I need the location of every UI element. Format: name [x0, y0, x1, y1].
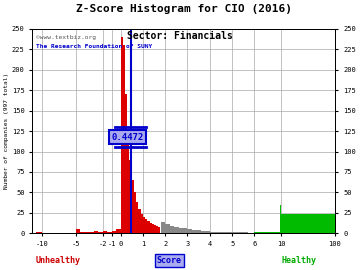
Bar	[223, 232, 228, 233]
Bar	[141, 214, 143, 233]
Bar	[183, 228, 188, 233]
Bar	[246, 232, 248, 233]
Bar	[201, 231, 205, 233]
Bar	[158, 227, 159, 233]
Bar	[130, 160, 132, 233]
Bar	[257, 232, 280, 233]
Bar	[241, 232, 246, 233]
Bar	[134, 193, 136, 233]
Bar	[174, 227, 179, 233]
Bar	[147, 221, 149, 233]
Bar	[170, 226, 174, 233]
Bar	[103, 231, 107, 233]
Title: Z-Score Histogram for CIO (2016): Z-Score Histogram for CIO (2016)	[76, 4, 292, 14]
Bar	[335, 227, 337, 233]
Bar	[214, 232, 219, 233]
Bar	[127, 135, 130, 233]
Bar	[197, 230, 201, 233]
Bar	[94, 231, 98, 233]
Bar	[107, 232, 112, 233]
Bar	[143, 217, 145, 233]
Bar	[165, 224, 170, 233]
Bar	[112, 231, 116, 233]
Text: The Research Foundation of SUNY: The Research Foundation of SUNY	[36, 43, 152, 49]
Bar	[281, 214, 335, 233]
Bar	[136, 202, 138, 233]
Text: Score: Score	[157, 256, 182, 265]
Bar	[152, 224, 154, 233]
Bar	[256, 232, 257, 233]
Bar	[121, 37, 123, 233]
Bar	[138, 209, 141, 233]
Bar	[192, 230, 197, 233]
Y-axis label: Number of companies (997 total): Number of companies (997 total)	[4, 73, 9, 189]
Bar	[156, 226, 158, 233]
Bar	[280, 205, 281, 233]
Bar	[232, 232, 237, 233]
Bar	[132, 180, 134, 233]
Bar	[123, 45, 125, 233]
Text: ©www.textbiz.org: ©www.textbiz.org	[36, 35, 96, 40]
Bar	[210, 232, 214, 233]
Bar	[154, 225, 156, 233]
Bar	[228, 232, 232, 233]
Text: Sector: Financials: Sector: Financials	[127, 31, 233, 42]
Bar	[125, 94, 127, 233]
Bar	[188, 229, 192, 233]
Text: Healthy: Healthy	[281, 256, 316, 265]
Bar	[237, 232, 241, 233]
Bar	[149, 223, 152, 233]
Bar	[80, 232, 85, 233]
Bar	[219, 232, 223, 233]
Bar	[161, 222, 165, 233]
Bar	[205, 231, 210, 233]
Bar	[76, 229, 80, 233]
Bar	[179, 228, 183, 233]
Bar	[85, 232, 94, 233]
Text: 0.4472: 0.4472	[111, 133, 143, 142]
Bar	[145, 220, 147, 233]
Bar	[36, 232, 42, 233]
Bar	[98, 232, 103, 233]
Bar	[255, 232, 256, 233]
Bar	[116, 229, 121, 233]
Text: Unhealthy: Unhealthy	[36, 256, 81, 265]
